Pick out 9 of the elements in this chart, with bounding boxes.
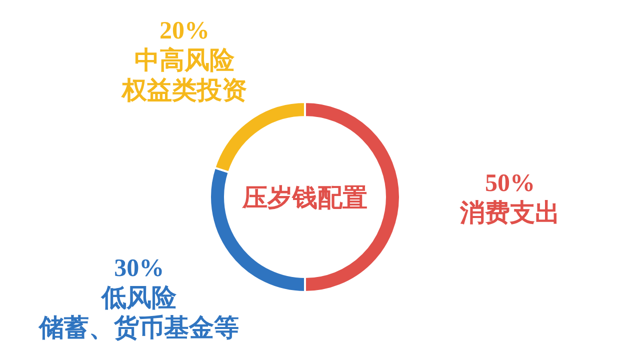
data-label: 50% [485,170,535,197]
slice-label: 中高风险 [134,46,236,74]
text: 权益类投资 [121,76,248,104]
text: 压岁钱配置 [242,185,368,212]
text: 储蓄、货币基金等 [38,314,240,342]
slice-label: 消费支出 [459,199,560,227]
slice-label: 低风险 [100,284,178,312]
data-label: 30% [114,254,164,282]
data-label: 20% [160,17,210,44]
